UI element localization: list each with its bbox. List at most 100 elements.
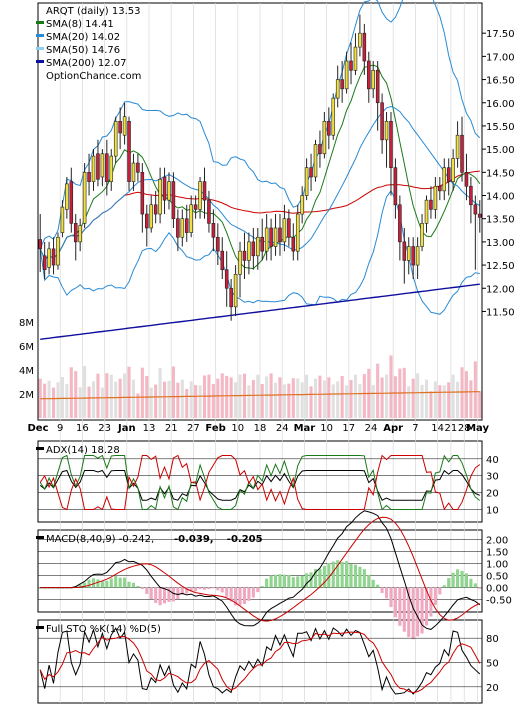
- candle-body: [189, 204, 193, 233]
- candle-body: [229, 287, 233, 308]
- macd-histogram-bar: [273, 574, 278, 588]
- volume-bar: [389, 355, 393, 418]
- volume-bar: [136, 393, 140, 418]
- candle-body: [242, 250, 247, 261]
- macd-histogram-bar: [389, 587, 393, 608]
- candle-body: [153, 204, 158, 215]
- macd-histogram-bar: [216, 587, 220, 591]
- candle-body: [455, 134, 460, 159]
- volume-bar: [65, 384, 69, 418]
- price-tick-label: 12.50: [486, 261, 515, 272]
- volume-bar: [225, 375, 229, 418]
- macd-histogram-bar: [429, 587, 433, 617]
- volume-bar: [456, 381, 460, 418]
- indicator-tick-label: 1.50: [486, 548, 508, 559]
- indicator-tick-label: 2.00: [486, 536, 508, 547]
- candle-body: [202, 181, 207, 201]
- candle-body: [398, 204, 402, 243]
- volume-bar: [305, 374, 309, 418]
- volume-bar: [158, 367, 162, 418]
- candle-body: [78, 225, 82, 243]
- indicator-swatch: [36, 536, 44, 539]
- macd-histogram-bar: [384, 587, 389, 599]
- volume-bar: [154, 384, 158, 418]
- candle-body: [327, 121, 331, 136]
- price-tick-label: 17.50: [486, 29, 515, 40]
- candle-body: [162, 176, 167, 201]
- macd-histogram-bar: [313, 568, 318, 588]
- macd-histogram-bar: [251, 587, 255, 598]
- volume-bar: [87, 386, 91, 418]
- macd-histogram-bar: [167, 587, 171, 602]
- volume-bar: [371, 384, 375, 418]
- candle-body: [278, 227, 282, 243]
- candle-body: [344, 60, 349, 90]
- macd-histogram-bar: [207, 587, 211, 590]
- macd-histogram-bar: [393, 587, 397, 618]
- sma200-line: [40, 283, 480, 340]
- volume-bar: [464, 371, 469, 418]
- macd-histogram-bar: [127, 581, 131, 588]
- price-tick-label: 16.50: [486, 76, 515, 87]
- candle-body: [291, 236, 296, 252]
- price-tick-label: 14.00: [486, 192, 515, 203]
- macd-histogram-bar: [145, 587, 149, 594]
- volume-tick-label: 6M: [19, 342, 34, 353]
- macd-histogram-bar: [109, 578, 113, 588]
- candle-body: [451, 158, 455, 182]
- macd-histogram-bar: [96, 579, 100, 588]
- macd-histogram-bar: [256, 587, 260, 593]
- volume-bar: [131, 379, 136, 418]
- macd-histogram-bar: [282, 574, 286, 588]
- candle-body: [353, 46, 358, 71]
- candle-body: [69, 181, 74, 224]
- macd-histogram-bar: [345, 561, 349, 588]
- volume-bar: [442, 385, 446, 418]
- macd-histogram-bar: [189, 587, 193, 591]
- candle-body: [424, 199, 429, 224]
- indicator-tick-label: 0.50: [486, 572, 508, 583]
- candle-body: [309, 167, 313, 178]
- volume-bar: [109, 374, 113, 418]
- candle-body: [82, 172, 87, 224]
- x-axis-label: 10: [231, 423, 244, 434]
- volume-bar: [162, 381, 167, 418]
- macd-histogram-bar: [225, 587, 229, 597]
- volume-bar: [149, 387, 153, 418]
- x-axis-label: May: [466, 423, 489, 434]
- price-tick-label: 13.50: [486, 215, 515, 226]
- candle-body: [180, 218, 185, 238]
- x-axis-label: 27: [187, 423, 200, 434]
- macd-histogram-bar: [353, 564, 358, 588]
- brand-label: OptionChance.com: [46, 71, 141, 82]
- macd-histogram-bar: [140, 587, 144, 589]
- candle-body: [184, 218, 189, 233]
- stoch-d-line: [39, 631, 481, 694]
- candle-body: [282, 218, 287, 243]
- indicator-tick-label: 50: [486, 659, 499, 670]
- macd-histogram-bar: [278, 574, 282, 588]
- upper-band-line: [39, 0, 481, 249]
- volume-bar: [376, 363, 380, 418]
- volume-bar: [167, 380, 171, 418]
- volume-bar: [194, 385, 198, 418]
- macd-histogram-bar: [447, 578, 451, 588]
- candle-body: [47, 248, 51, 268]
- candle-body: [65, 183, 69, 210]
- candle-body: [273, 227, 278, 247]
- macd-histogram-bar: [114, 575, 118, 588]
- candle-body: [256, 236, 260, 257]
- macd-histogram-bar: [424, 587, 429, 626]
- candle-body: [193, 204, 198, 210]
- indicator-tick-label: 40: [486, 455, 499, 466]
- indicator-tick-label: 10: [486, 506, 499, 517]
- macd-histogram-bar: [327, 563, 331, 588]
- volume-bar: [127, 366, 131, 418]
- x-axis-label: 21: [445, 423, 458, 434]
- legend-item: SMA(8) 14.41: [46, 19, 114, 30]
- volume-bar: [447, 382, 451, 418]
- macd-histogram-bar: [469, 578, 473, 588]
- volume-bar: [336, 381, 340, 418]
- volume-bar: [171, 366, 175, 418]
- candle-body: [42, 255, 47, 271]
